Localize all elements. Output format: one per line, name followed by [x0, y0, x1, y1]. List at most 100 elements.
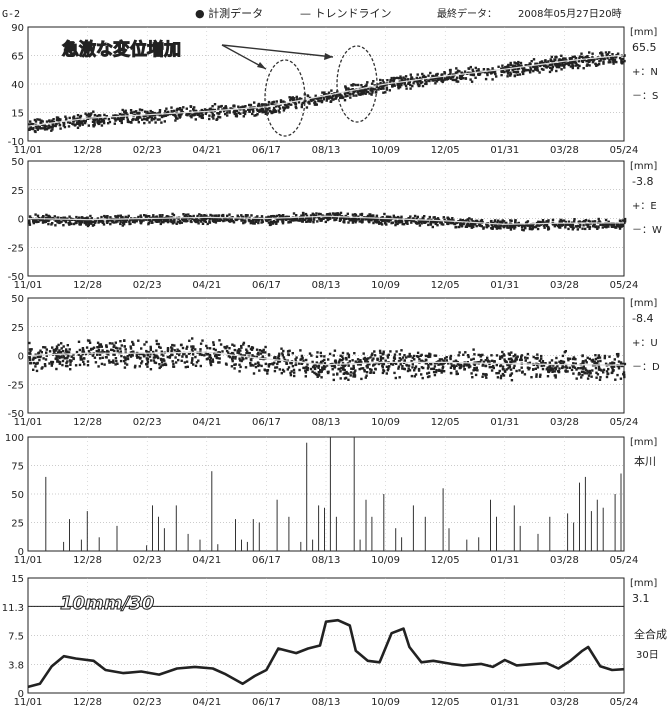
- plus-direction-label: +：N: [632, 67, 658, 78]
- data-point: [516, 73, 519, 76]
- data-point: [429, 71, 432, 75]
- data-point: [163, 120, 166, 123]
- data-point: [352, 94, 355, 97]
- data-point: [143, 117, 146, 121]
- data-point: [97, 350, 100, 353]
- data-point: [542, 68, 545, 71]
- data-point: [623, 54, 626, 57]
- data-point: [468, 217, 471, 220]
- data-point: [565, 62, 568, 65]
- data-point: [413, 358, 416, 361]
- data-point: [366, 366, 369, 369]
- data-point: [37, 352, 40, 355]
- data-point: [540, 354, 543, 358]
- data-point: [478, 224, 482, 227]
- data-point: [392, 76, 396, 80]
- data-point: [302, 212, 305, 215]
- data-point: [155, 342, 159, 346]
- data-point: [108, 361, 111, 364]
- data-point: [566, 357, 570, 360]
- data-point: [469, 65, 472, 69]
- data-point: [568, 357, 572, 360]
- data-point: [35, 369, 39, 373]
- data-point: [505, 70, 508, 73]
- data-point: [424, 362, 428, 365]
- data-point: [474, 373, 478, 377]
- data-point: [267, 365, 271, 368]
- data-point: [44, 358, 48, 361]
- data-point: [158, 363, 161, 366]
- data-point: [383, 212, 386, 216]
- data-point: [170, 109, 173, 113]
- data-point: [593, 58, 596, 61]
- data-point: [241, 354, 244, 357]
- data-point: [621, 57, 624, 61]
- data-point: [294, 103, 298, 106]
- data-point: [186, 365, 189, 368]
- data-point: [284, 215, 287, 219]
- data-point: [178, 221, 181, 225]
- data-point: [557, 59, 561, 62]
- data-point: [173, 349, 176, 352]
- data-point: [423, 221, 426, 224]
- data-point: [394, 362, 398, 365]
- data-point: [322, 93, 326, 97]
- data-point: [229, 356, 232, 359]
- data-point: [517, 221, 520, 225]
- data-point: [269, 110, 272, 113]
- data-point: [513, 74, 517, 78]
- data-point: [239, 349, 242, 352]
- data-point: [38, 118, 41, 121]
- data-point: [456, 221, 460, 224]
- x-tick-label: 05/24: [610, 697, 639, 708]
- data-point: [174, 361, 178, 364]
- data-point: [131, 340, 134, 344]
- data-point: [41, 221, 45, 224]
- x-tick-label: 03/28: [550, 697, 579, 708]
- data-point: [98, 357, 102, 360]
- data-point: [300, 105, 303, 109]
- data-point: [300, 97, 303, 101]
- data-point: [333, 363, 336, 367]
- data-point: [138, 108, 142, 111]
- data-point: [348, 92, 352, 95]
- data-point: [540, 67, 544, 71]
- data-point: [112, 353, 115, 356]
- data-point: [146, 361, 150, 364]
- data-point: [153, 118, 156, 121]
- data-point: [250, 214, 253, 217]
- data-point: [315, 103, 318, 106]
- data-point: [252, 372, 256, 375]
- data-point: [108, 342, 112, 345]
- data-point: [614, 226, 617, 229]
- data-point: [237, 352, 241, 355]
- data-point: [246, 350, 249, 353]
- data-point: [550, 368, 553, 372]
- data-point: [383, 84, 386, 87]
- data-point: [361, 218, 365, 221]
- data-point: [218, 116, 222, 119]
- data-point: [282, 109, 286, 112]
- data-point: [581, 354, 584, 358]
- data-point: [134, 118, 138, 121]
- data-point: [500, 374, 503, 378]
- data-point: [550, 359, 554, 362]
- data-point: [465, 362, 469, 365]
- data-point: [581, 220, 585, 224]
- data-point: [334, 360, 338, 363]
- data-point: [442, 370, 446, 373]
- data-point: [341, 96, 344, 100]
- data-point: [329, 96, 332, 99]
- data-point: [428, 355, 432, 358]
- data-point: [580, 376, 583, 379]
- data-point: [525, 221, 528, 224]
- data-point: [573, 61, 576, 64]
- data-point: [28, 352, 31, 355]
- data-point: [104, 215, 107, 218]
- data-point: [362, 357, 366, 361]
- data-point: [173, 113, 176, 117]
- data-point: [319, 99, 322, 103]
- data-point: [143, 121, 146, 125]
- data-point: [302, 359, 305, 362]
- data-point: [76, 117, 79, 120]
